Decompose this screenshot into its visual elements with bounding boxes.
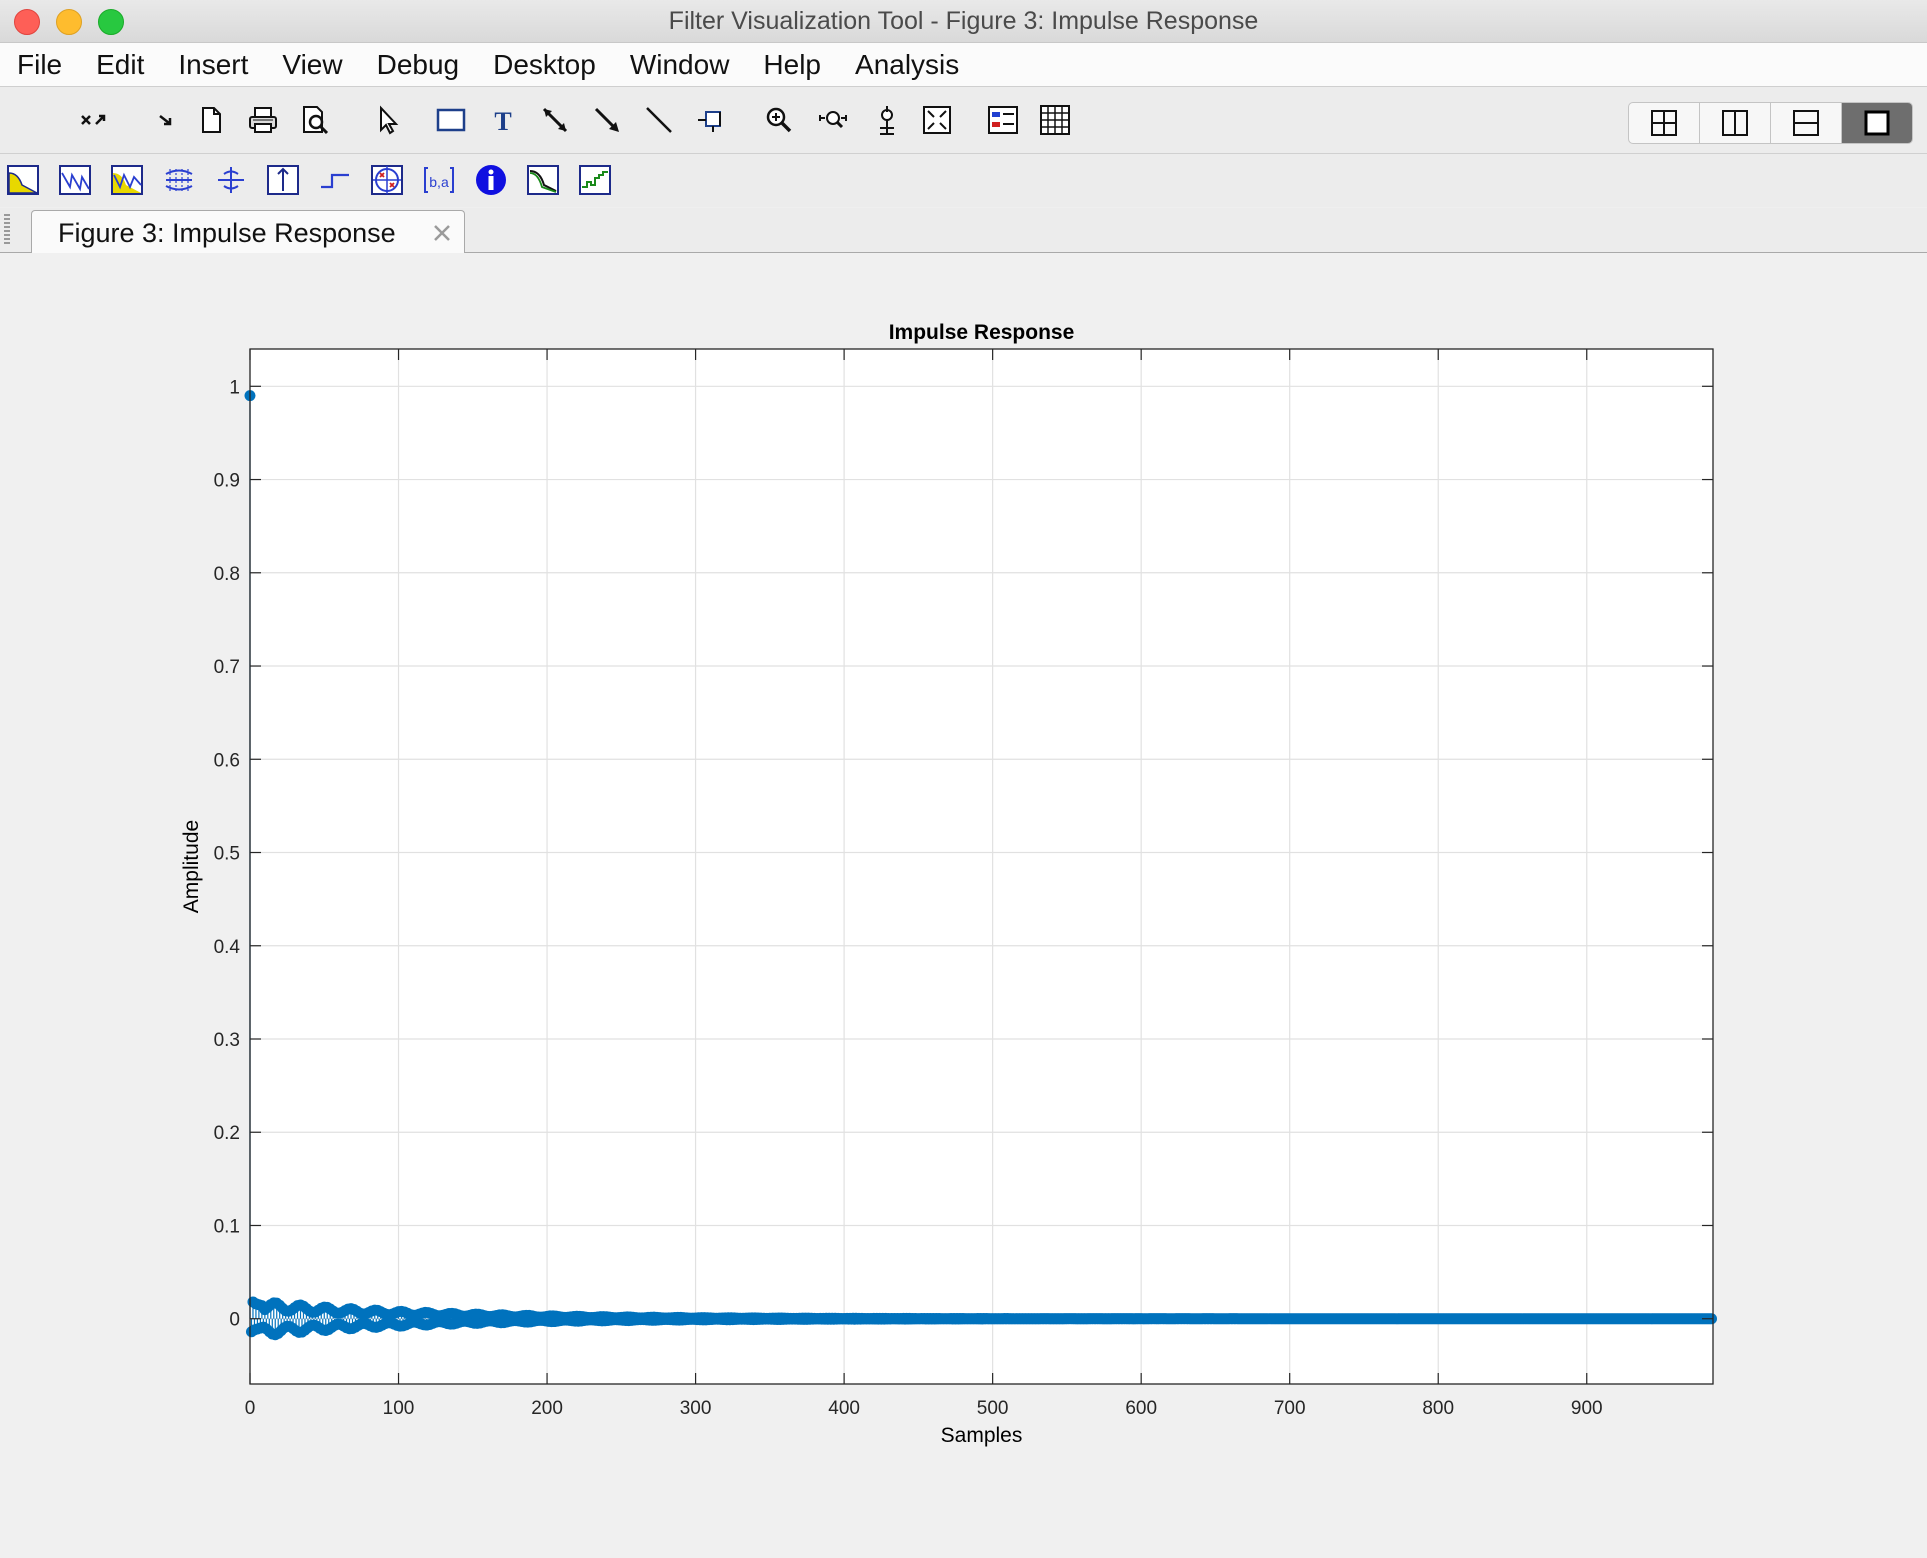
magnitude-response-icon[interactable] [5,162,41,198]
y-tick-label: 0 [229,1310,240,1331]
figure-toolbar: T [0,87,1927,154]
menu-debug[interactable]: Debug [376,49,460,80]
menu-window[interactable]: Window [629,49,730,80]
svg-text:T: T [494,107,511,136]
pole-zero-icon[interactable] [369,162,405,198]
x-tick-label: 900 [1571,1398,1603,1419]
filter-coefficients-icon[interactable]: b,a [421,162,457,198]
pin-icon[interactable] [692,101,730,139]
window-titlebar: Filter Visualization Tool - Figure 3: Im… [0,0,1927,43]
insert-rectangle-icon[interactable] [432,101,470,139]
step-response-icon[interactable] [317,162,353,198]
tab-label: Figure 3: Impulse Response [58,218,396,248]
y-tick-label: 1 [229,377,240,398]
x-tick-label: 100 [383,1398,415,1419]
chart-title: Impulse Response [889,321,1075,344]
insert-double-arrow-icon[interactable] [588,101,626,139]
y-tick-label: 0.6 [214,750,240,771]
x-tick-label: 0 [245,1398,256,1419]
figure-canvas: 0 100 200 300 400 500 600 700 800 900 0 0.1 0.2 0.3 0… [0,253,1927,1558]
x-axis-label: Samples [941,1424,1023,1447]
grid-icon[interactable] [1036,101,1074,139]
single-view-button[interactable] [1842,103,1912,143]
y-tick-label: 0.8 [214,564,240,585]
split-horizontal-button[interactable] [1771,103,1842,143]
drag-grip-icon[interactable] [4,214,10,246]
menu-insert[interactable]: Insert [178,49,249,80]
impulse-response-chart[interactable]: 0 100 200 300 400 500 600 700 800 900 00.10.20.30… [0,253,1927,1558]
tile-2x2-button[interactable] [1629,103,1700,143]
menu-help[interactable]: Help [763,49,822,80]
impulse-response-icon[interactable] [265,162,301,198]
menu-desktop[interactable]: Desktop [493,49,596,80]
y-tick-label: 0.4 [214,937,241,958]
axes-box [249,348,1714,1385]
plot-area[interactable] [250,349,1713,1384]
close-tab-icon[interactable] [432,223,452,243]
minimize-window-button[interactable] [56,9,82,35]
x-tick-label: 400 [828,1398,860,1419]
x-tick-label: 800 [1422,1398,1454,1419]
magnitude-estimate-icon[interactable] [525,162,561,198]
filter-info-icon[interactable] [473,162,509,198]
phase-delay-icon[interactable] [213,162,249,198]
split-vertical-button[interactable] [1700,103,1771,143]
menu-view[interactable]: View [282,49,343,80]
tab-figure-3[interactable]: Figure 3: Impulse Response [31,210,465,253]
redo-arrow-icon[interactable] [148,101,186,139]
tick-marks [249,349,1713,1384]
layout-selector [1628,102,1913,144]
svg-text:b,a: b,a [429,174,449,190]
y-axis-label: Amplitude [180,820,203,913]
print-preview-icon[interactable] [296,101,334,139]
phase-response-icon[interactable] [57,162,93,198]
x-tick-label: 600 [1125,1398,1157,1419]
restore-view-icon[interactable] [918,101,956,139]
y-tick-labels: 0 0.1 0.2 0.3 0.4 0.5 0.6 0.7 0.8 0.9 1 [214,377,241,1330]
menu-analysis[interactable]: Analysis [855,49,960,80]
magnitude-phase-icon[interactable] [109,162,145,198]
print-icon[interactable] [244,101,282,139]
window-title: Filter Visualization Tool - Figure 3: Im… [668,7,1259,35]
analysis-toolbar: b,a [0,154,1927,207]
y-tick-label: 0.3 [214,1030,240,1051]
zoom-window-button[interactable] [98,9,124,35]
x-tick-label: 300 [680,1398,712,1419]
pan-icon[interactable] [814,101,852,139]
x-tick-labels: 0 100 200 300 400 500 600 700 800 900 [245,1398,1603,1419]
x-tick-label: 200 [531,1398,563,1419]
new-figure-icon[interactable] [192,101,230,139]
zoom-in-icon[interactable] [760,101,798,139]
y-tick-label: 0.7 [214,657,240,678]
figure-tab-strip: Figure 3: Impulse Response [0,208,1927,253]
menu-bar: File Edit Insert View Debug Desktop Wind… [0,43,1927,87]
stem-markers [244,390,1718,1341]
x-tick-label: 500 [977,1398,1009,1419]
insert-text-icon[interactable]: T [484,101,522,139]
insert-arrow-icon[interactable] [536,101,574,139]
group-delay-icon[interactable] [161,162,197,198]
undock-icon[interactable] [70,101,118,139]
window-controls [14,9,124,35]
round-off-noise-icon[interactable] [577,162,613,198]
x-tick-label: 700 [1274,1398,1306,1419]
y-tick-label: 0.9 [214,471,240,492]
menu-file[interactable]: File [17,49,63,80]
y-tick-label: 0.2 [214,1123,240,1144]
data-cursor-icon[interactable] [868,101,906,139]
y-tick-label: 0.5 [214,844,240,865]
y-tick-label: 0.1 [214,1216,240,1237]
select-pointer-icon[interactable] [368,101,406,139]
close-window-button[interactable] [14,9,40,35]
legend-icon[interactable] [984,101,1022,139]
menu-edit[interactable]: Edit [96,49,145,80]
insert-line-icon[interactable] [640,101,678,139]
